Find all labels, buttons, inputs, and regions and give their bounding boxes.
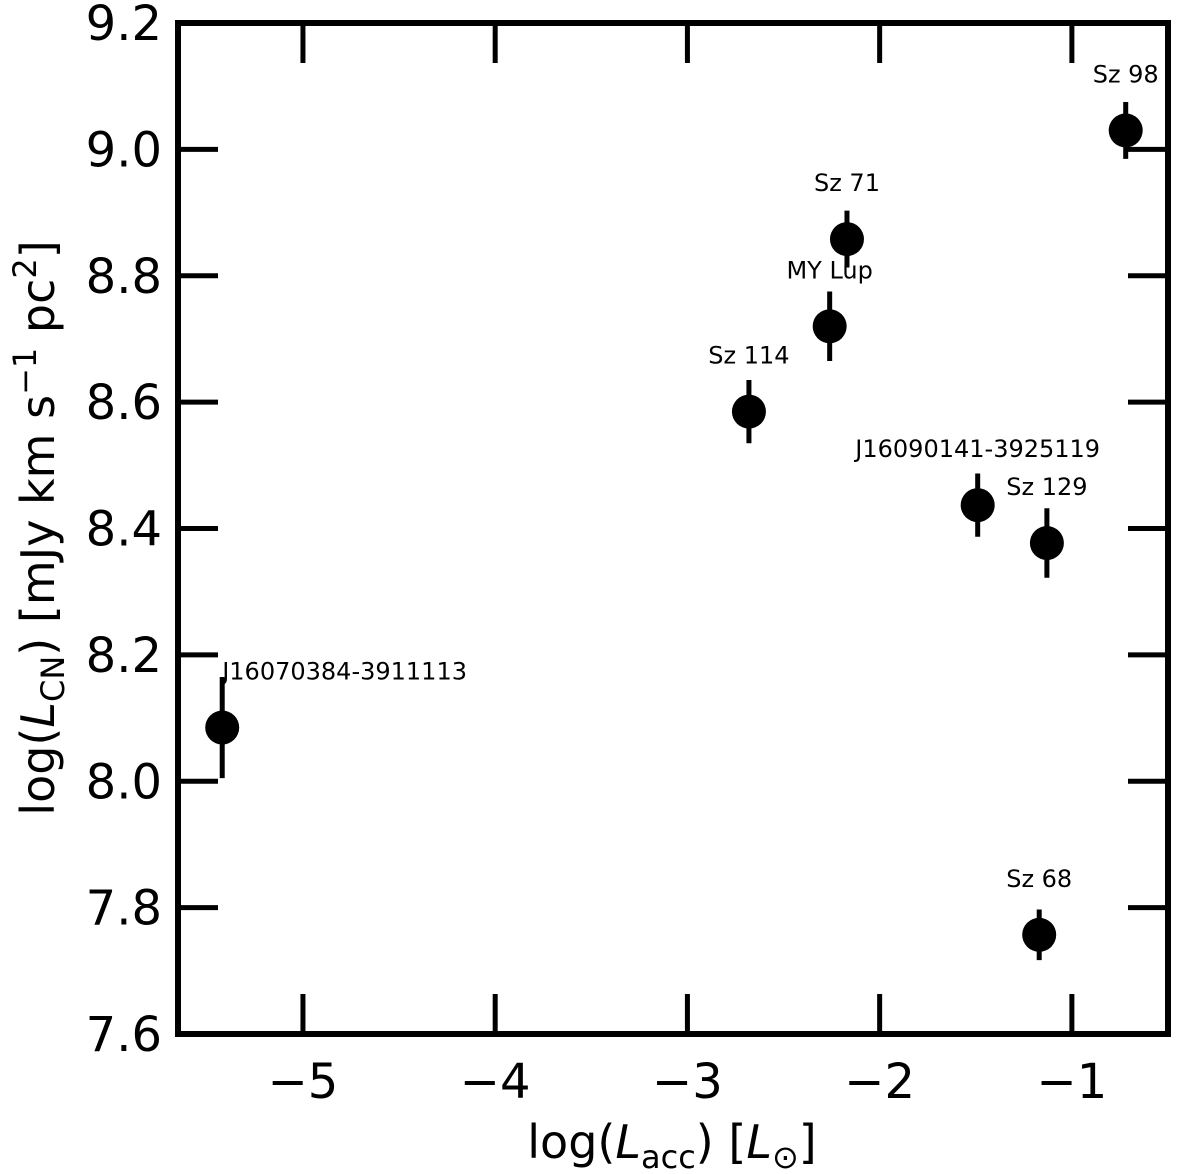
y-tick-label: 8.2: [86, 628, 162, 684]
data-point: [1029, 526, 1064, 561]
x-tick-label: −2: [844, 1054, 915, 1110]
data-point: [731, 394, 766, 429]
point-label: Sz 71: [814, 169, 880, 197]
y-tick-label: 7.6: [86, 1007, 162, 1063]
x-tick-label: −3: [652, 1054, 723, 1110]
y-axis-label: log(LCN) [mJy km s−1 pc2]: [6, 240, 72, 815]
y-tick-label: 7.8: [86, 881, 162, 937]
y-tick-label: 8.0: [86, 754, 162, 810]
data-point: [812, 309, 847, 344]
data-point: [829, 222, 864, 257]
x-axis-label: log(Lacc) [L⊙]: [527, 1115, 816, 1174]
data-point: [1022, 917, 1057, 952]
y-tick-label: 9.2: [86, 0, 162, 52]
data-point: [205, 710, 240, 745]
point-label: Sz 114: [708, 342, 789, 370]
x-tick-label: −1: [1037, 1054, 1108, 1110]
x-tick-label: −4: [460, 1054, 531, 1110]
x-tick-label: −5: [268, 1054, 339, 1110]
point-label: MY Lup: [786, 256, 872, 284]
point-label: J16070384-3911113: [220, 658, 467, 686]
y-tick-label: 8.8: [86, 249, 162, 305]
y-tick-label: 8.6: [86, 375, 162, 431]
y-tick-label: 9.0: [86, 122, 162, 178]
y-tick-label: 8.4: [86, 502, 162, 558]
data-point: [1108, 113, 1143, 148]
point-label: Sz 68: [1006, 865, 1072, 893]
data-point: [960, 488, 995, 523]
point-label: Sz 129: [1006, 473, 1087, 501]
point-label: J16090141-3925119: [853, 435, 1100, 463]
point-label: Sz 98: [1093, 60, 1159, 88]
plot-frame: [175, 20, 1171, 1037]
